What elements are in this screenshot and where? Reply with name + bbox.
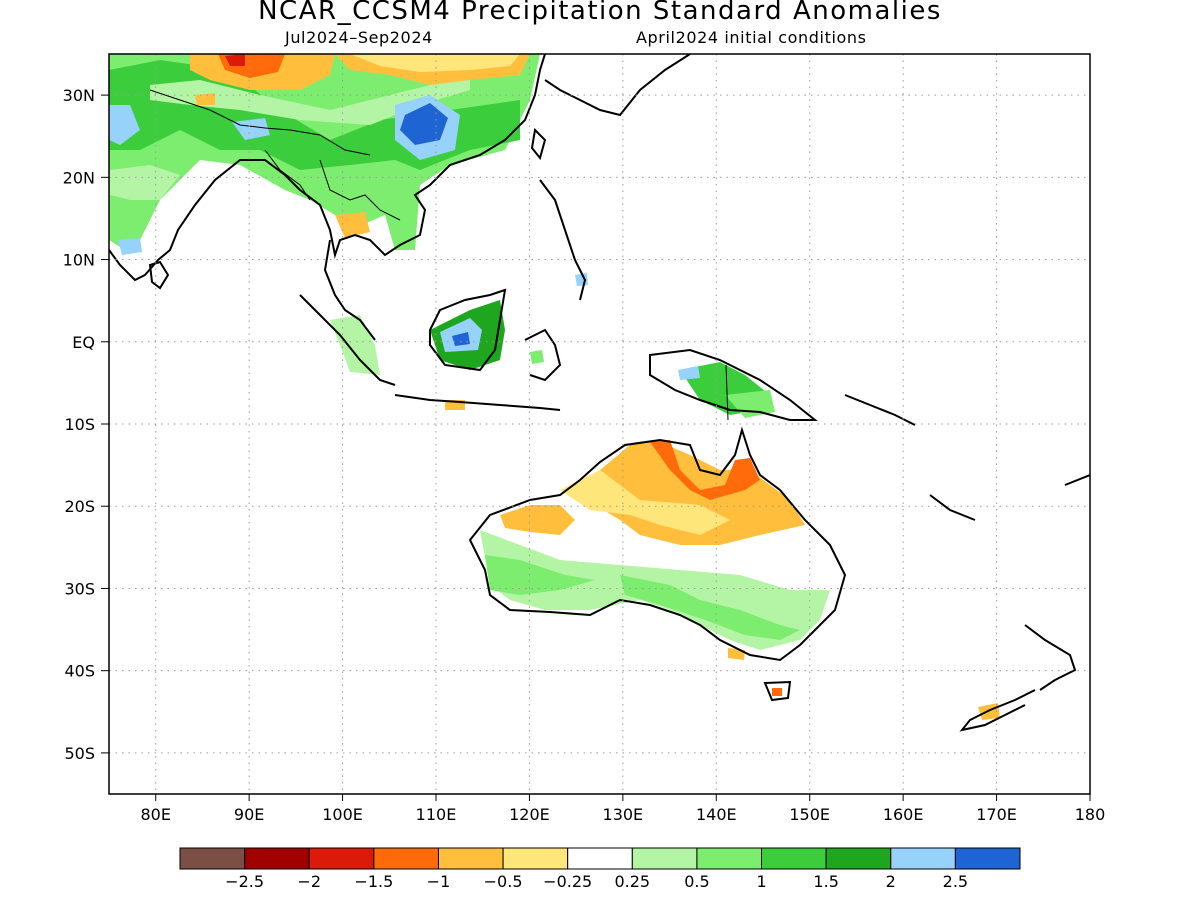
latitude-axis: 30N 20N 10N EQ 10S 20S 30S 40S 50S — [63, 86, 109, 763]
lat-tick-label: 20N — [63, 168, 95, 187]
legend-label: 0.25 — [614, 872, 650, 891]
coast-borneo — [429, 288, 507, 372]
very-wet-west-india — [109, 105, 140, 145]
coast-fiji — [1064, 474, 1090, 486]
coast-new-zealand-north — [1024, 624, 1077, 691]
longitude-axis: 80E 90E 100E 110E 120E 130E 140E 150E 160E 170E 18… — [140, 794, 1105, 824]
legend-swatch — [567, 847, 633, 870]
coast-sri-lanka — [148, 260, 170, 290]
lon-tick-label: 80E — [140, 805, 170, 824]
lon-tick-label: 90E — [234, 805, 264, 824]
legend-swatch — [954, 847, 1021, 870]
coastlines — [109, 54, 1090, 732]
lat-tick-label: 10S — [64, 415, 95, 434]
legend-swatch — [437, 847, 504, 870]
coast-taiwan — [530, 127, 547, 161]
wet-malaya — [330, 315, 380, 375]
coast-malaya — [323, 239, 376, 341]
extreme-wet-borneo — [452, 332, 470, 346]
legend-label: −0.5 — [484, 872, 523, 891]
lat-tick-label: 30N — [63, 86, 95, 105]
legend-label: −1 — [427, 872, 451, 891]
legend-swatch — [890, 847, 956, 870]
coast-sulawesi — [524, 328, 562, 382]
lon-tick-label: 150E — [789, 805, 830, 824]
coast-solomons — [844, 394, 916, 426]
lat-tick-label: 30S — [64, 579, 95, 598]
legend-label: −2.5 — [225, 872, 264, 891]
chart-title: NCAR_CCSM4 Precipitation Standard Anomal… — [258, 0, 942, 26]
lat-tick-label: 40S — [64, 662, 95, 681]
wet-sulawesi — [530, 350, 544, 364]
color-legend: −2.5 −2 −1.5 −1 −0.5 −0.25 0.25 0.5 1 1.5 2 2.5 — [179, 847, 1021, 891]
legend-swatch — [696, 847, 763, 870]
dry-victoria — [728, 648, 745, 660]
legend-swatch — [631, 847, 698, 870]
lon-tick-label: 170E — [976, 805, 1017, 824]
anomaly-shading — [109, 54, 1000, 720]
legend-label: −1.5 — [354, 872, 393, 891]
legend-swatch — [244, 847, 310, 870]
moderate-dry-gulf — [650, 440, 760, 500]
legend-label: −0.25 — [543, 872, 592, 891]
lon-tick-label: 180 — [1075, 805, 1106, 824]
coast-tasmania — [763, 680, 792, 702]
coast-new-zealand-south — [959, 689, 1036, 732]
legend-label: 0.5 — [684, 872, 709, 891]
dry-pilbara — [500, 505, 575, 535]
wet-se-australia — [620, 575, 800, 640]
lon-tick-label: 120E — [509, 805, 550, 824]
legend-label: 2 — [886, 872, 896, 891]
borders — [149, 89, 729, 421]
coast-australia — [468, 426, 847, 662]
forecast-period: Jul2024–Sep2024 — [285, 28, 433, 47]
legend-swatch — [761, 847, 827, 870]
coast-philippines — [539, 179, 587, 301]
legend-swatch — [502, 847, 569, 870]
legend-label: 2.5 — [943, 872, 968, 891]
dry-indochina — [335, 212, 370, 238]
legend-swatch — [179, 847, 246, 870]
very-wet-himalaya — [232, 118, 270, 140]
lon-tick-label: 130E — [603, 805, 644, 824]
legend-swatch — [373, 847, 439, 870]
legend-label: −2 — [297, 872, 321, 891]
light-dry-north — [350, 54, 520, 72]
very-wet-sw-india — [118, 238, 142, 255]
initial-conditions: April2024 initial conditions — [636, 28, 867, 47]
coast-japan — [544, 54, 691, 117]
wet-sw-australia — [485, 555, 595, 595]
lat-tick-label: 50S — [64, 744, 95, 763]
coast-sumatra — [299, 294, 396, 386]
lon-tick-label: 100E — [322, 805, 363, 824]
lon-tick-label: 160E — [883, 805, 924, 824]
legend-swatch — [308, 847, 375, 870]
light-wet-india-east — [110, 165, 180, 200]
coast-java — [394, 394, 561, 411]
lat-tick-label: EQ — [72, 333, 95, 352]
lon-tick-label: 110E — [416, 805, 457, 824]
lat-tick-label: 10N — [63, 251, 95, 270]
dry-tasmania — [772, 688, 782, 696]
very-wet-new-guinea — [678, 366, 700, 380]
strong-dry-core — [225, 54, 245, 66]
lon-tick-label: 140E — [696, 805, 737, 824]
light-wet-band — [150, 70, 470, 125]
lat-lon-grid — [109, 54, 1090, 794]
coast-vanuatu — [929, 494, 976, 521]
legend-label: 1 — [756, 872, 766, 891]
light-dry-north-australia — [560, 470, 730, 535]
coast-asia — [109, 54, 546, 282]
legend-swatch — [825, 847, 892, 870]
border-png — [725, 364, 729, 421]
coast-new-guinea — [649, 348, 818, 421]
border-indochina — [319, 159, 401, 221]
border-himalaya — [149, 89, 371, 156]
lat-tick-label: 20S — [64, 497, 95, 516]
legend-label: 1.5 — [813, 872, 838, 891]
border-myanmar — [264, 149, 311, 201]
dry-tibet-patch — [195, 93, 215, 105]
light-wet-new-guinea — [725, 390, 775, 418]
